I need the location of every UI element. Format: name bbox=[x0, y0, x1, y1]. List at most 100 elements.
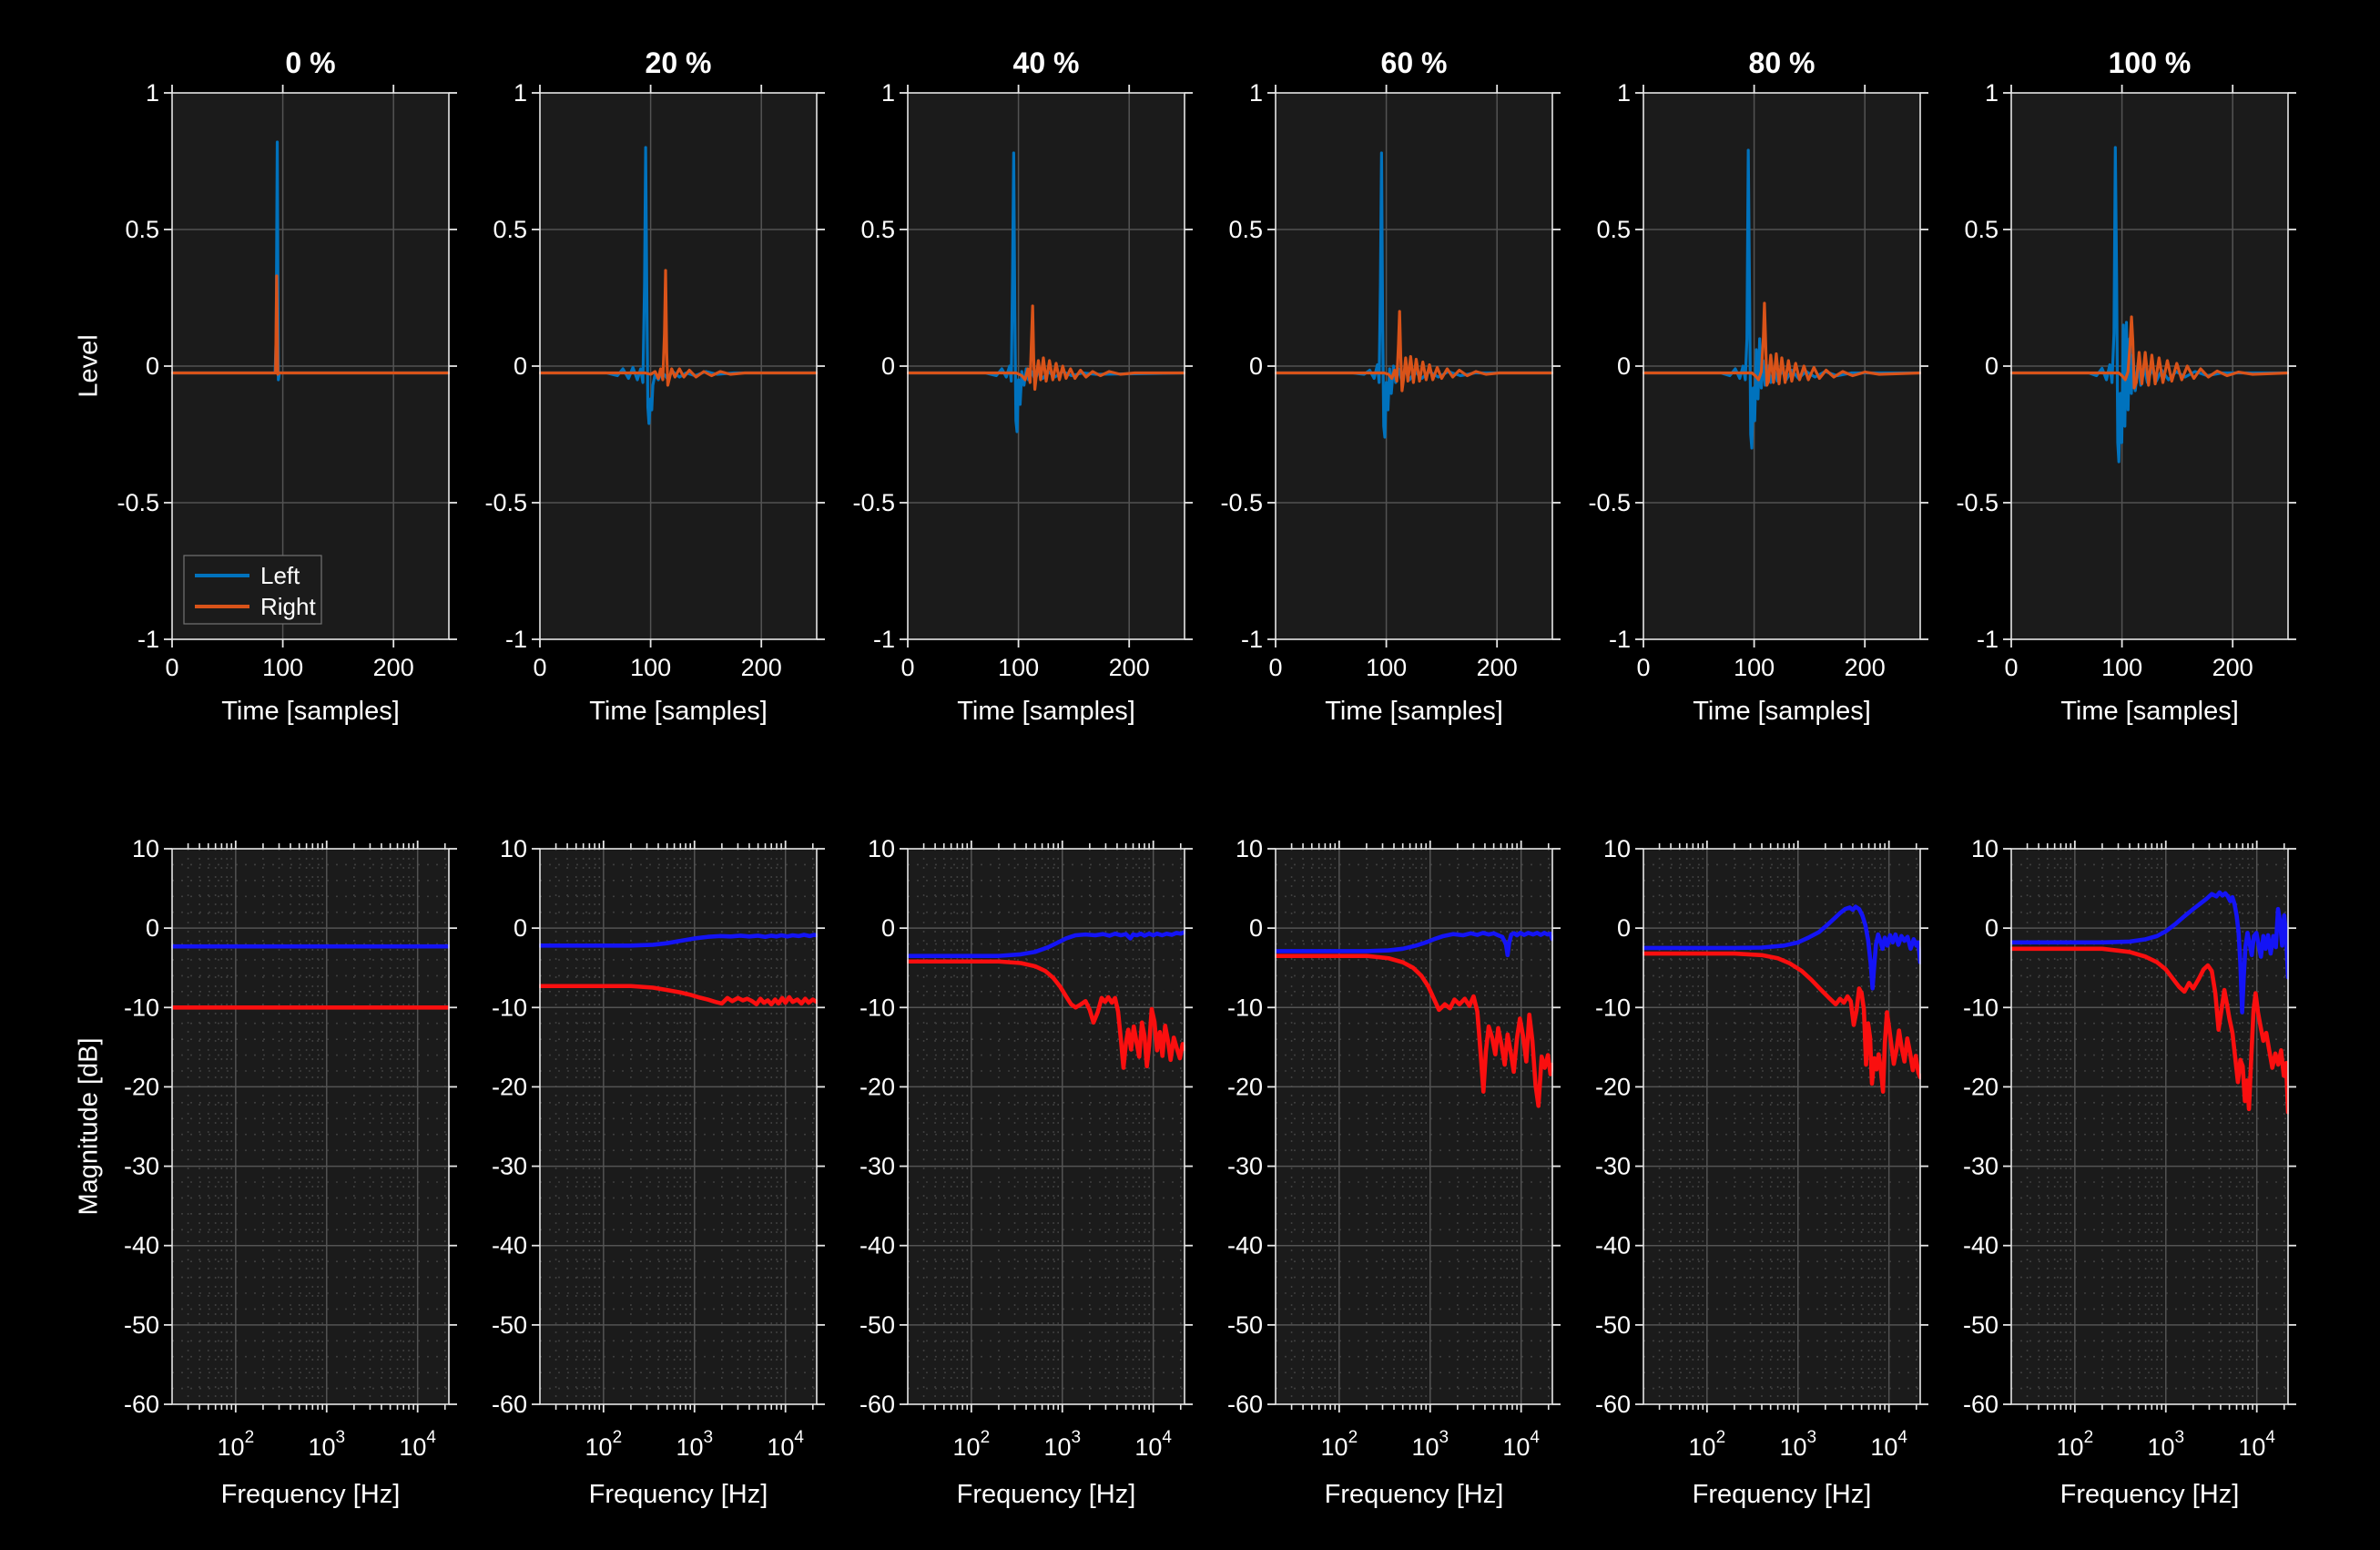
x-tick-label: 200 bbox=[2212, 654, 2253, 681]
y-tick-label: -50 bbox=[859, 1311, 895, 1339]
y-tick-label: 1 bbox=[1617, 79, 1631, 107]
y-tick-label: -50 bbox=[1595, 1311, 1631, 1339]
y-tick-label: -20 bbox=[1963, 1073, 1999, 1100]
x-tick-label: 104 bbox=[399, 1428, 436, 1461]
x-axis-label: Frequency [Hz] bbox=[1693, 1480, 1872, 1509]
series-left-trace bbox=[539, 933, 818, 948]
y-tick-label: -50 bbox=[124, 1311, 159, 1339]
y-tick-label: 0 bbox=[1617, 352, 1631, 380]
y-tick-label: -60 bbox=[492, 1391, 527, 1418]
y-tick-label: 10 bbox=[1971, 835, 1999, 862]
x-tick-label: 100 bbox=[1366, 654, 1407, 681]
series-right-trace bbox=[171, 274, 450, 376]
y-tick-label: -0.5 bbox=[1588, 489, 1631, 516]
x-tick-label: 104 bbox=[2238, 1428, 2275, 1461]
y-tick-label: -30 bbox=[1227, 1153, 1263, 1180]
series-right-trace bbox=[1643, 301, 1921, 387]
subplot-title: 60 % bbox=[1381, 46, 1448, 79]
traces bbox=[1275, 151, 1553, 439]
y-tick-label: -10 bbox=[1595, 994, 1631, 1021]
x-tick-label: 103 bbox=[676, 1428, 713, 1461]
y-tick-label: -1 bbox=[505, 626, 527, 653]
y-tick-label: 0.5 bbox=[860, 216, 895, 243]
x-tick-label: 102 bbox=[953, 1428, 991, 1461]
x-tick-label: 200 bbox=[373, 654, 414, 681]
x-axis-label: Time [samples] bbox=[2060, 697, 2239, 726]
y-tick-label: -50 bbox=[492, 1311, 527, 1339]
y-tick-label: -60 bbox=[1227, 1391, 1263, 1418]
y-tick-label: -0.5 bbox=[852, 489, 895, 516]
y-tick-label: -10 bbox=[1963, 994, 1999, 1021]
series-left-trace bbox=[907, 930, 1185, 958]
x-tick-label: 100 bbox=[1734, 654, 1775, 681]
x-tick-label: 104 bbox=[767, 1428, 804, 1461]
axes-box bbox=[2010, 848, 2289, 1405]
y-tick-label: -0.5 bbox=[1220, 489, 1263, 516]
x-tick-label: 104 bbox=[1870, 1428, 1907, 1461]
y-tick-label: 10 bbox=[868, 835, 895, 862]
subplot-time-4: 0 100 200 1 0.5 0 -0.5 -1 80 % Time [samples] bbox=[1588, 46, 1928, 726]
series-right-trace bbox=[1275, 310, 1553, 393]
series-left-trace bbox=[539, 146, 818, 425]
y-axis-label-magnitude: Magnitude [dB] bbox=[74, 1037, 104, 1216]
x-axis-label: Frequency [Hz] bbox=[1325, 1480, 1504, 1509]
subplot-title: 100 % bbox=[2109, 46, 2192, 79]
x-tick-label: 100 bbox=[630, 654, 671, 681]
y-tick-label: -20 bbox=[1227, 1073, 1263, 1100]
series-left-trace bbox=[1643, 904, 1921, 991]
traces bbox=[907, 151, 1185, 433]
y-tick-label: -40 bbox=[1595, 1232, 1631, 1259]
y-tick-label: 10 bbox=[1603, 835, 1631, 862]
x-axis-label: Frequency [Hz] bbox=[957, 1480, 1136, 1509]
legend-label-right: Right bbox=[260, 593, 316, 620]
y-tick-label: 0 bbox=[1249, 352, 1263, 380]
y-tick-label: -0.5 bbox=[484, 489, 527, 516]
y-tick-label: -40 bbox=[1963, 1232, 1999, 1259]
y-tick-label: -20 bbox=[124, 1073, 159, 1100]
y-axis-label-level: Level bbox=[74, 334, 104, 398]
x-tick-label: 102 bbox=[1321, 1428, 1358, 1461]
x-axis-label: Frequency [Hz] bbox=[2060, 1480, 2240, 1509]
series-right-trace bbox=[2010, 315, 2289, 390]
subplot-time-1: 0 100 200 1 0.5 0 -0.5 -1 20 % Time [samples] bbox=[484, 46, 825, 726]
subplot-title: 80 % bbox=[1749, 46, 1816, 79]
y-tick-label: -1 bbox=[873, 626, 895, 653]
x-tick-label: 103 bbox=[308, 1428, 345, 1461]
y-tick-label: -1 bbox=[1241, 626, 1263, 653]
subplot-title: 40 % bbox=[1013, 46, 1080, 79]
y-tick-label: -30 bbox=[124, 1153, 159, 1180]
y-tick-label: -60 bbox=[1595, 1391, 1631, 1418]
series-right-trace bbox=[539, 269, 818, 387]
x-tick-label: 0 bbox=[900, 654, 914, 681]
x-axis-label: Frequency [Hz] bbox=[589, 1480, 768, 1509]
x-tick-label: 200 bbox=[741, 654, 782, 681]
y-tick-label: 1 bbox=[1985, 79, 1999, 107]
legend: Left Right bbox=[183, 555, 322, 625]
traces bbox=[171, 943, 450, 1010]
y-tick-label: 0 bbox=[1617, 914, 1631, 942]
x-axis-label: Time [samples] bbox=[589, 697, 768, 726]
x-axis-label: Time [samples] bbox=[957, 697, 1135, 726]
y-tick-label: 0.5 bbox=[493, 216, 527, 243]
x-tick-label: 100 bbox=[998, 654, 1039, 681]
y-tick-label: 0 bbox=[146, 352, 159, 380]
traces bbox=[539, 146, 818, 425]
subplot-time-5: 0 100 200 1 0.5 0 -0.5 -1 100 % Time [samples] bbox=[1956, 46, 2296, 726]
x-tick-label: 200 bbox=[1845, 654, 1886, 681]
x-tick-label: 103 bbox=[1043, 1428, 1081, 1461]
traces bbox=[539, 933, 818, 1007]
subplot-freq-0: 102 103 104 10 0 -10 -20 -30 -40 -50 -60 Frequency … bbox=[124, 835, 457, 1509]
y-tick-label: -20 bbox=[1595, 1073, 1631, 1100]
plot-area bbox=[172, 849, 449, 1404]
y-tick-label: -60 bbox=[124, 1391, 159, 1418]
subplot-freq-1: 102 103 104 10 0 -10 -20 -30 -40 -50 -60 Frequency … bbox=[492, 835, 825, 1509]
subplot-time-2: 0 100 200 1 0.5 0 -0.5 -1 40 % Time [samples] bbox=[852, 46, 1193, 726]
series-right-trace bbox=[539, 984, 818, 1007]
plot-area bbox=[1643, 849, 1920, 1404]
traces bbox=[171, 140, 450, 382]
plot-area bbox=[1276, 849, 1552, 1404]
y-tick-label: 0 bbox=[881, 914, 895, 942]
x-tick-label: 100 bbox=[2101, 654, 2142, 681]
